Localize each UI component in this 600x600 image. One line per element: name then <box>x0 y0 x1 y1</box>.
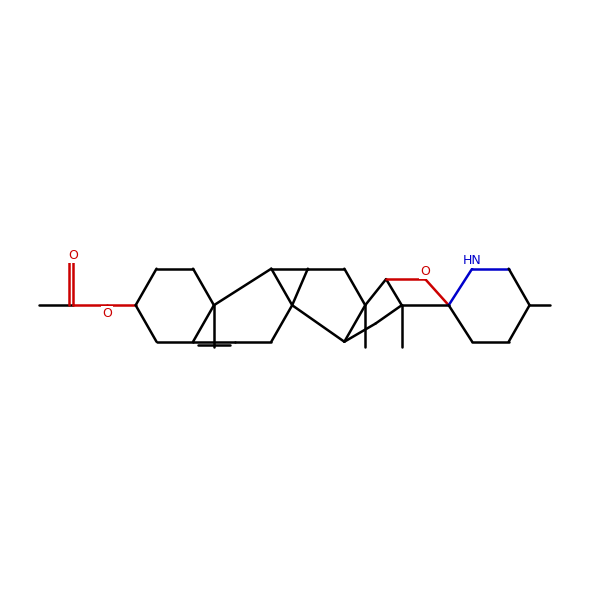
Text: O: O <box>420 265 430 278</box>
Text: HN: HN <box>463 254 482 268</box>
Text: O: O <box>102 307 112 320</box>
Text: O: O <box>68 249 78 262</box>
